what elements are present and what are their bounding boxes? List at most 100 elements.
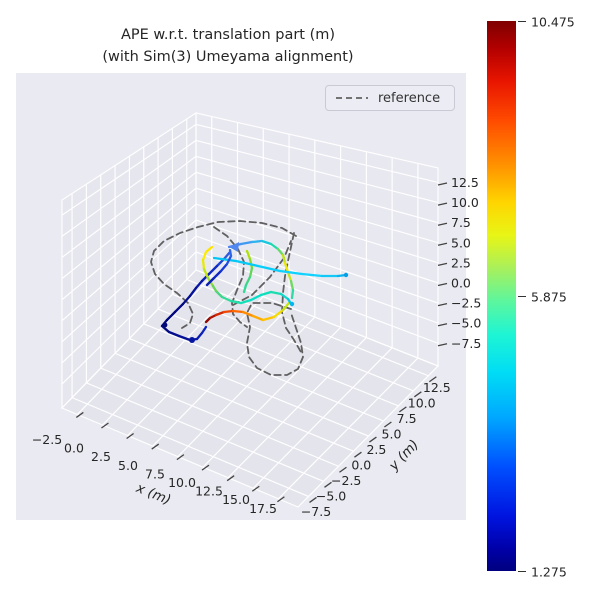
- y-tick-label: 10.0: [408, 396, 436, 411]
- grid-lines: [61, 111, 440, 508]
- floor-grid-y: [129, 338, 369, 437]
- x-tick-label: 0.0: [64, 441, 84, 456]
- estimated-trajectory-segment: [272, 308, 285, 319]
- estimated-trajectory-segment: [212, 256, 238, 263]
- colorbar-tick-mark: [518, 296, 526, 297]
- colorbar-tick-mark: [518, 571, 526, 572]
- tick-mark: [176, 454, 185, 461]
- estimated-trajectory-segment: [281, 253, 287, 265]
- leftwall-grid-z: [61, 219, 197, 343]
- trajectory-marker: [289, 301, 295, 307]
- z-tick-label: 10.0: [451, 195, 479, 210]
- estimated-trajectory-segment: [259, 290, 273, 297]
- axis-ticks: [75, 182, 448, 503]
- estimated-trajectory-segment: [195, 331, 204, 341]
- estimated-trajectory-segment: [289, 279, 295, 292]
- estimated-trajectory-segment: [220, 295, 233, 303]
- tick-mark: [324, 481, 332, 488]
- tick-mark: [151, 443, 160, 450]
- rightwall-grid-z: [195, 187, 439, 264]
- estimated-trajectory-segment: [212, 269, 223, 280]
- reference-trajectory-segment: [246, 302, 304, 376]
- tick-mark: [437, 343, 448, 347]
- estimated-trajectory-segment: [201, 258, 206, 271]
- rightwall-grid-z: [195, 139, 439, 204]
- tick-mark: [428, 376, 437, 383]
- estimated-trajectory-segment: [248, 266, 254, 279]
- reference-trajectory-segment: [213, 226, 248, 328]
- estimated-trajectory-segment: [219, 262, 229, 273]
- floor-grid-y: [143, 323, 384, 422]
- estimated-trajectory-segment: [281, 301, 291, 312]
- rightwall-grid-z: [195, 171, 439, 244]
- estimated-trajectory-segment: [242, 283, 248, 294]
- estimated-trajectory-segment: [222, 250, 232, 261]
- leftwall-grid-z: [61, 203, 197, 322]
- tick-mark: [413, 391, 422, 398]
- tick-mark: [384, 421, 392, 428]
- legend-dashed-line-swatch: [336, 97, 368, 99]
- z-tick-label: 0.0: [451, 276, 471, 291]
- y-tick-label: 7.5: [397, 411, 417, 426]
- y-tick-label: 2.5: [366, 442, 386, 457]
- z-tick-label: 2.5: [451, 255, 471, 270]
- estimated-trajectory-segment: [290, 288, 295, 300]
- floor-grid-y: [114, 352, 354, 452]
- estimated-trajectory-segment: [283, 261, 290, 274]
- axis-tick-labels: −2.50.02.55.07.510.012.515.017.5x (m)−7.…: [32, 175, 482, 519]
- plot-title-line1: APE w.r.t. translation part (m): [120, 27, 336, 43]
- trajectory-marker: [343, 272, 349, 278]
- colorbar-gradient: [487, 21, 516, 571]
- estimated-trajectory-segment: [165, 310, 177, 322]
- estimated-trajectory-segment: [269, 290, 283, 296]
- reference-trajectory-segment: [232, 240, 292, 306]
- rightwall-grid-z: [195, 123, 439, 184]
- z-tick-label: −5.0: [451, 316, 481, 331]
- leftwall-grid-z: [61, 123, 197, 216]
- estimated-trajectory-segment: [249, 293, 263, 302]
- reference-trajectory: [150, 220, 304, 376]
- estimated-trajectory-segment: [300, 272, 324, 278]
- colorbar-tick-label: 10.475: [531, 14, 575, 30]
- tick-mark: [251, 485, 260, 492]
- tick-mark: [437, 282, 448, 287]
- tick-mark: [201, 464, 210, 471]
- estimated-trajectory-segment: [181, 294, 192, 306]
- floor-grid-y: [86, 382, 324, 482]
- x-tick-label: 7.5: [145, 466, 165, 481]
- estimated-trajectory-segment: [202, 267, 210, 280]
- estimated-trajectory-segment: [200, 325, 208, 335]
- rightwall-grid-z: [195, 203, 439, 284]
- x-tick-label: 2.5: [91, 449, 111, 464]
- estimated-trajectory-segment: [177, 334, 192, 342]
- estimated-trajectory-segment: [239, 240, 254, 246]
- y-tick-label: −5.0: [316, 489, 346, 504]
- estimated-trajectory-segment: [229, 299, 243, 305]
- estimated-trajectory-segment: [279, 292, 290, 301]
- tick-mark: [399, 406, 407, 413]
- trajectory-marker: [189, 337, 195, 343]
- estimated-trajectory-segment: [173, 302, 185, 314]
- tick-mark: [309, 496, 317, 503]
- x-tick-label: 17.5: [249, 501, 277, 516]
- tick-mark: [437, 262, 448, 267]
- leftwall-grid-z: [61, 171, 197, 279]
- x-tick-label: 15.0: [222, 492, 250, 507]
- x-tick-label: −2.5: [32, 432, 62, 447]
- z-tick-label: 12.5: [451, 175, 479, 190]
- tick-mark: [126, 432, 134, 440]
- leftwall-grid-z: [61, 155, 197, 258]
- tick-mark: [354, 451, 362, 458]
- estimated-trajectory-segment: [241, 310, 255, 318]
- tick-mark: [437, 323, 448, 327]
- estimated-trajectory-segment: [222, 309, 235, 314]
- pane-right-wall: [196, 113, 438, 366]
- tick-mark: [437, 242, 448, 246]
- leftwall-grid-z: [61, 139, 197, 237]
- y-axis-label: y (m): [385, 437, 422, 475]
- tick-mark: [437, 202, 448, 206]
- tick-mark: [277, 496, 285, 503]
- plot-title: APE w.r.t. translation part (m) (with Si…: [0, 24, 456, 68]
- estimated-trajectory-segment: [204, 245, 214, 254]
